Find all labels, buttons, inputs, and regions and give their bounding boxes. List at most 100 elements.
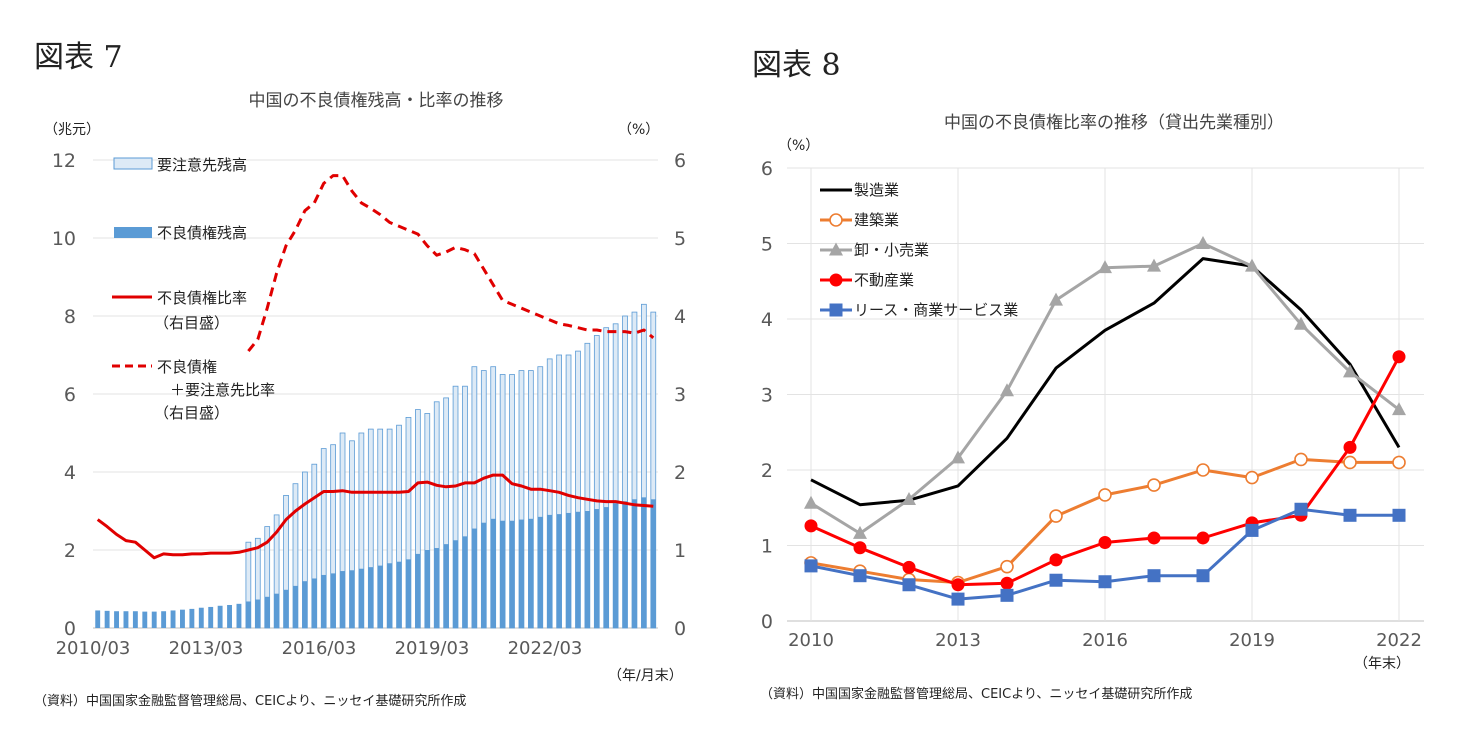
legend-label-npl-balance: 不良債権残高 [157, 224, 247, 242]
chart-7-y-right-tick: 2 [674, 462, 686, 484]
chart-8-point-wholesale-retail [1147, 258, 1161, 272]
chart-7-npl-balance-bar [462, 536, 468, 628]
chart-7-npl-balance-bar [236, 603, 242, 628]
chart-8-point-leasing-services [853, 569, 867, 583]
chart-8-point-leasing-services [1098, 575, 1112, 589]
chart-7-npl-balance-bar [114, 611, 119, 628]
chart-7-npl-balance-bar [170, 610, 176, 628]
chart-8-point-construction [1294, 452, 1308, 467]
legend-label-construction: 建築業 [854, 211, 899, 229]
chart-7-npl-balance-bar [547, 514, 553, 628]
chart-7-npl-balance-bar [283, 589, 289, 628]
chart-7-npl-balance-bar [180, 609, 185, 628]
chart-7-npl-balance-bar [104, 610, 110, 628]
chart-8-point-wholesale-retail [1049, 292, 1063, 306]
chart-7-npl-balance-bar [434, 548, 440, 628]
chart-7-x-tick: 2019/03 [395, 638, 470, 659]
chart-7-combined-ratio-line [247, 174, 655, 353]
legend-label-leasing-services: リース・商業サービス業 [854, 301, 1018, 319]
chart-8-point-real-estate [951, 578, 965, 592]
chart-7-npl-balance-bar [95, 610, 101, 628]
figure-7-label: 図表 7 [34, 40, 123, 75]
chart-8-x-axis-label: （年末） [1354, 656, 1410, 672]
chart-7-x-axis-label: （年/月末） [608, 668, 683, 684]
chart-8-point-construction [1000, 559, 1014, 574]
chart-8-point-construction [1343, 455, 1357, 470]
chart-7-npl-balance-bar [151, 611, 157, 628]
chart-7-npl-balance-bar [189, 608, 195, 628]
chart-8-point-leasing-services [1392, 508, 1406, 522]
chart-7-y-left-tick: 2 [64, 540, 76, 562]
chart-7-npl-balance-bar [123, 611, 129, 628]
chart-8-x-tick: 2010 [788, 630, 834, 651]
chart-7-y-right-tick: 4 [674, 306, 686, 328]
chart-7-y-right-tick: 0 [674, 618, 686, 640]
chart-7-npl-balance-bar [330, 573, 336, 628]
chart-7-npl-balance-bar [453, 540, 458, 628]
chart-7-y-right-tick: 1 [674, 540, 686, 562]
chart-7-source: （資料）中国国家金融監督管理総局、CEICより、ニッセイ基礎研究所作成 [34, 694, 467, 709]
chart-7-npl-balance-bar [245, 601, 251, 628]
chart-8-point-construction [1196, 463, 1210, 477]
legend-marker-leasing-services [829, 303, 843, 317]
chart-7-y-left-tick: 0 [64, 618, 76, 640]
chart-7-npl-balance-bar [321, 574, 327, 628]
chart-7-y-right-tick: 5 [674, 228, 686, 250]
chart-7-npl-balance-bar [264, 596, 270, 628]
chart-7-npl-balance-bar [217, 605, 223, 628]
chart-7-npl-balance-bar [302, 581, 308, 628]
chart-7-gridlines [93, 159, 658, 629]
chart-8-y-tick: 5 [761, 234, 773, 256]
legend-marker-wholesale-retail [829, 242, 843, 256]
chart-8-point-wholesale-retail [1294, 316, 1308, 330]
chart-8-point-real-estate [1392, 350, 1406, 364]
legend-label-combined-sub2: （右目盛） [154, 404, 229, 422]
legend-swatch-special-mention [113, 157, 153, 170]
chart-7-npl-balance-bar [481, 522, 487, 628]
chart-8-y-tick: 0 [761, 611, 773, 633]
chart-8-point-real-estate [853, 541, 867, 555]
chart-7-npl-balance-bar [368, 567, 374, 628]
chart-8-point-real-estate [804, 519, 818, 533]
chart-8-point-wholesale-retail [1196, 236, 1210, 249]
legend-label-combined-sub: ＋要注意先比率 [170, 381, 275, 399]
chart-7-npl-balance-bar [406, 559, 411, 628]
chart-7-npl-balance-bar [537, 516, 543, 628]
chart-8-point-wholesale-retail [1098, 260, 1112, 274]
chart-7-npl-balance-bar [622, 501, 628, 628]
chart-7-npl-balance-bar [377, 565, 383, 628]
chart-8-point-real-estate [1098, 535, 1112, 549]
chart-8-point-wholesale-retail [1245, 258, 1259, 272]
legend-label-real-estate: 不動産業 [854, 271, 914, 289]
chart-7-npl-balance-bar [349, 570, 355, 628]
chart-7-npl-balance-bar [556, 514, 562, 628]
chart-8-point-wholesale-retail [1000, 383, 1014, 397]
chart-8-point-leasing-services [1343, 508, 1357, 522]
chart-8-point-leasing-services [1147, 569, 1161, 583]
chart-7-x-tick: 2016/03 [282, 638, 357, 659]
chart-8-series-lines [804, 236, 1406, 606]
chart-7-npl-balance-bar [509, 520, 515, 628]
chart-8-y-ticks: 0 1 2 3 4 5 6 [761, 158, 773, 633]
chart-7-npl-balance-bar [632, 499, 637, 628]
chart-8-point-construction [1392, 455, 1406, 470]
chart-7-npl-balance-bar [566, 512, 571, 628]
chart-8-point-wholesale-retail [951, 450, 965, 464]
chart-7-npl-balance-bars [95, 497, 656, 628]
chart-7-legend: 要注意先残高 不良債権残高 不良債権比率 （右目盛） 不良債権 ＋要注意先比率 … [112, 156, 275, 422]
chart-7-npl-ratio-line [96, 473, 654, 560]
chart-8-point-wholesale-retail [1392, 402, 1406, 416]
chart-7-npl-balance-bar [613, 503, 619, 628]
chart-7-npl-balance-bar [208, 606, 214, 628]
legend-marker-real-estate [829, 273, 843, 287]
chart-7-x-tick: 2022/03 [508, 638, 583, 659]
chart-8-point-real-estate [902, 560, 916, 574]
chart-7-title: 中国の不良債権残高・比率の推移 [249, 91, 504, 111]
chart-7-y-right-tick: 3 [674, 384, 686, 406]
figure-8-label: 図表 8 [752, 48, 841, 83]
chart-8-x-tick: 2016 [1082, 630, 1128, 651]
chart-8-title: 中国の不良債権比率の推移（貸出先業種別） [944, 113, 1284, 133]
chart-8-point-construction [1245, 470, 1259, 485]
chart-8-y-label: （%） [778, 138, 819, 154]
